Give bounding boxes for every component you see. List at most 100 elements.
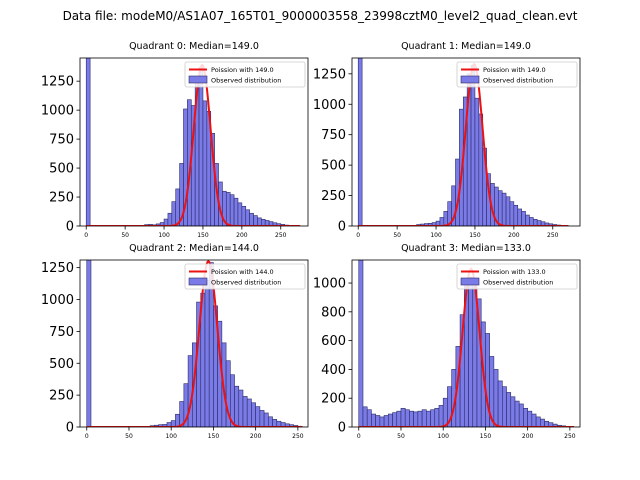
y-tick-label: 0 <box>338 421 346 436</box>
histogram-bar <box>443 211 449 226</box>
y-tick-label: 200 <box>321 392 346 407</box>
legend-fit-label: Poission with 144.0 <box>211 268 274 276</box>
poisson-fit-line <box>358 267 575 427</box>
histogram-bar <box>253 215 258 226</box>
legend-hist-swatch <box>460 75 480 84</box>
quadrant-3-panel: Quadrant 3: Median=133.0 0 200 400 600 800 10… <box>313 243 581 440</box>
y-tick-label: 750 <box>321 128 346 143</box>
x-tick-label: 0 <box>85 433 89 440</box>
x-tick-label: 100 <box>430 232 442 239</box>
quadrant-1-panel: Quadrant 1: Median=149.0 025050075010001… <box>313 41 581 239</box>
legend: Poission with 133.0 Observed distribution <box>456 263 578 290</box>
x-tick-label: 200 <box>250 433 262 440</box>
histogram-bar <box>540 418 545 427</box>
histogram-bar <box>474 97 480 226</box>
x-tick-label: 0 <box>84 232 88 239</box>
histogram-bar <box>238 389 244 427</box>
x-tick-label: 200 <box>236 232 248 239</box>
histogram-bar <box>396 410 402 427</box>
x-tick-label: 50 <box>397 433 405 440</box>
plot-area <box>357 58 569 226</box>
histogram-bar <box>379 416 385 427</box>
y-tick-label: 500 <box>49 357 74 372</box>
y-tick-label: 750 <box>49 133 74 148</box>
histogram-bar <box>439 217 445 226</box>
legend-hist-swatch <box>188 75 208 84</box>
x-tick-label: 0 <box>357 433 361 440</box>
y-tick-label: 1250 <box>313 67 346 82</box>
histogram-bar <box>413 411 419 427</box>
legend-hist-label: Observed distribution <box>483 279 553 287</box>
histogram-bar <box>175 188 180 226</box>
x-tick-label: 150 <box>197 232 209 239</box>
histogram-bar <box>470 65 476 226</box>
histogram-bar <box>272 419 278 427</box>
y-tick-label: 800 <box>321 305 346 320</box>
x-tick-label: 150 <box>480 433 492 440</box>
y-tick-label: 500 <box>321 159 346 174</box>
histogram-bar <box>404 409 410 427</box>
histogram-bar <box>525 214 530 226</box>
histogram-bar <box>229 194 235 226</box>
histogram-bar <box>438 405 444 427</box>
histogram-bar <box>241 206 247 226</box>
histogram-bar <box>268 416 273 427</box>
legend-fit-label: Poission with 149.0 <box>211 66 274 74</box>
y-tick-label: 500 <box>49 162 74 177</box>
x-tick-label: 250 <box>275 232 287 239</box>
x-tick-label: 250 <box>547 232 559 239</box>
legend-fit-label: Poission with 133.0 <box>483 268 546 276</box>
y-tick-label: 250 <box>49 389 74 404</box>
y-tick-label: 600 <box>321 334 346 349</box>
histogram-bar <box>533 219 538 226</box>
histogram-bar <box>510 396 516 427</box>
legend: Poission with 149.0 Observed distribution <box>456 61 578 88</box>
histogram-bar <box>535 416 541 427</box>
quadrant-2-title: Quadrant 2: Median=144.0 <box>129 243 259 254</box>
x-tick-label: 50 <box>393 232 401 239</box>
histogram-bar <box>246 398 252 427</box>
histogram-bar <box>86 260 92 427</box>
histogram-bar <box>517 208 522 226</box>
y-tick-label: 1250 <box>41 75 74 90</box>
x-tick-label: 100 <box>437 433 449 440</box>
plot-area <box>358 260 575 427</box>
y-tick-label: 1000 <box>41 104 74 119</box>
poisson-fit-line <box>86 63 301 226</box>
histogram-bar <box>430 409 436 427</box>
histogram-bar <box>85 58 91 226</box>
histogram-bar <box>366 409 372 427</box>
axes-frame <box>351 57 581 227</box>
histogram-bar <box>493 369 499 427</box>
figure-title: Data file: modeM0/AS1A07_165T01_90000035… <box>63 9 578 23</box>
y-tick-label: 1000 <box>41 293 74 308</box>
quadrant-2-panel: Quadrant 2: Median=144.0 025050075010001… <box>41 243 309 440</box>
y-tick-label: 1250 <box>41 261 74 276</box>
x-tick-label: 150 <box>469 232 481 239</box>
x-tick-label: 50 <box>125 433 133 440</box>
histogram-bar <box>225 192 231 226</box>
quadrant-0-title: Quadrant 0: Median=149.0 <box>129 41 259 52</box>
histogram-bar <box>261 218 266 226</box>
histogram-bar <box>521 211 526 226</box>
histogram-bar <box>255 406 261 427</box>
x-tick-label: 150 <box>208 433 220 440</box>
histogram-bar <box>417 410 423 427</box>
x-tick-label: 200 <box>522 433 534 440</box>
histogram-bar <box>175 413 180 427</box>
histogram-bar <box>259 410 265 427</box>
histogram-bar <box>357 58 363 226</box>
poisson-fit-line <box>86 260 303 427</box>
legend-hist-label: Observed distribution <box>483 77 553 85</box>
plot-area <box>85 58 301 226</box>
x-tick-label: 200 <box>508 232 520 239</box>
histogram-bar <box>371 413 376 427</box>
histogram-bar <box>375 415 381 427</box>
histogram-bar <box>242 396 248 427</box>
y-tick-label: 0 <box>338 220 346 235</box>
histogram-bar <box>251 402 256 427</box>
poisson-fit-line <box>358 62 569 226</box>
histogram-bar <box>245 209 250 226</box>
histogram-bar <box>505 196 511 226</box>
